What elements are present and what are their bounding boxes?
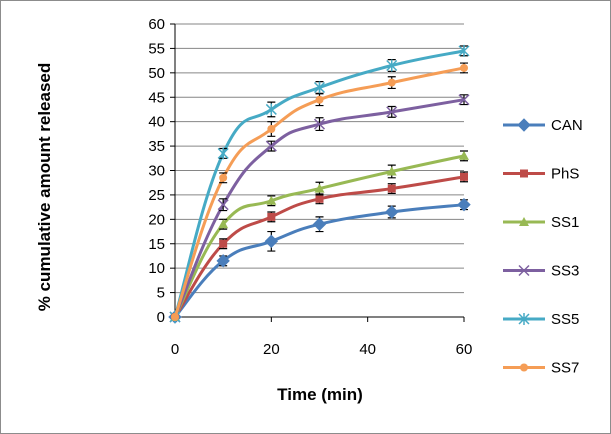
legend-marker-ss1 xyxy=(519,217,529,226)
data-point-ss3 xyxy=(217,199,229,211)
data-point-ss5 xyxy=(458,44,470,57)
legend-label-phs: PhS xyxy=(551,166,579,183)
legend: CAN PhS SS1 SS3 SS5 SS7 xyxy=(503,117,583,377)
series-ss7 xyxy=(171,62,468,321)
series-line-can xyxy=(173,203,465,318)
data-point-ss3 xyxy=(386,106,398,118)
legend-label-can: CAN xyxy=(551,117,583,134)
y-tick-label: 25 xyxy=(148,187,165,204)
x-tick-label: 40 xyxy=(359,341,376,358)
series-can xyxy=(168,197,471,324)
data-point-can xyxy=(216,254,230,268)
data-point-ss7 xyxy=(267,124,276,133)
data-point-ss5 xyxy=(386,59,398,72)
data-point-ss1 xyxy=(314,183,325,193)
y-tick-label: 5 xyxy=(157,285,165,302)
data-point-phs xyxy=(315,194,324,203)
legend-marker-ss3 xyxy=(518,264,530,277)
y-tick-label: 15 xyxy=(148,236,165,253)
data-point-ss3 xyxy=(265,140,277,152)
legend-marker-can xyxy=(517,118,531,132)
y-tick-label: 20 xyxy=(148,211,165,228)
data-point-ss1 xyxy=(459,150,469,160)
data-point-ss1 xyxy=(218,219,229,229)
data-point-ss3 xyxy=(313,118,326,130)
data-point-ss7 xyxy=(315,95,324,104)
y-tick-label: 30 xyxy=(148,163,165,180)
series-line-ss1 xyxy=(173,154,465,318)
data-point-ss7 xyxy=(387,78,396,87)
data-point-ss1 xyxy=(386,166,397,176)
data-point-ss7 xyxy=(171,313,179,321)
series-ss1 xyxy=(170,150,469,321)
legend-marker-ss7 xyxy=(520,363,528,372)
y-axis-title: % cumulative amount released xyxy=(35,63,54,311)
data-point-phs xyxy=(219,239,228,248)
x-axis-title: Time (min) xyxy=(277,385,363,404)
data-point-ss3 xyxy=(458,94,470,106)
data-point-can xyxy=(457,197,471,212)
y-tick-label: 50 xyxy=(148,65,165,82)
series-ss3 xyxy=(169,94,470,323)
legend-label-ss5: SS5 xyxy=(551,311,579,328)
series-line-phs xyxy=(173,175,465,318)
data-point-can xyxy=(264,234,279,249)
legend-label-ss3: SS3 xyxy=(551,263,579,280)
tick-labels: 0 5 10 15 20 25 30 35 40 45 50 55 60 0 20 40 60 xyxy=(148,16,472,358)
x-tick-label: 0 xyxy=(171,341,179,358)
x-tick-label: 20 xyxy=(263,341,280,358)
legend-marker-ss5 xyxy=(518,313,530,325)
data-point-ss5 xyxy=(313,81,326,94)
data-point-phs xyxy=(267,212,276,221)
y-tick-label: 45 xyxy=(148,89,165,106)
axes xyxy=(170,23,465,322)
y-tick-label: 55 xyxy=(148,40,165,57)
series-line-ss3 xyxy=(173,98,465,318)
data-point-ss1 xyxy=(266,195,277,205)
legend-marker-phs xyxy=(520,169,528,178)
y-tick-label: 40 xyxy=(148,114,165,131)
y-tick-label: 0 xyxy=(157,309,165,326)
data-point-phs xyxy=(387,184,396,193)
y-tick-label: 60 xyxy=(148,16,165,33)
y-tick-label: 35 xyxy=(148,138,165,155)
series-phs xyxy=(171,171,468,321)
data-point-ss7 xyxy=(460,63,468,72)
legend-label-ss1: SS1 xyxy=(551,214,579,231)
legend-label-ss7: SS7 xyxy=(551,360,579,377)
data-point-ss7 xyxy=(219,173,228,182)
data-point-can xyxy=(385,205,399,219)
y-tick-label: 10 xyxy=(148,260,165,277)
data-point-ss5 xyxy=(265,103,277,116)
series xyxy=(168,44,471,324)
data-point-phs xyxy=(460,172,468,181)
x-tick-label: 60 xyxy=(456,341,473,358)
data-point-ss5 xyxy=(217,147,229,160)
data-point-can xyxy=(312,217,327,231)
